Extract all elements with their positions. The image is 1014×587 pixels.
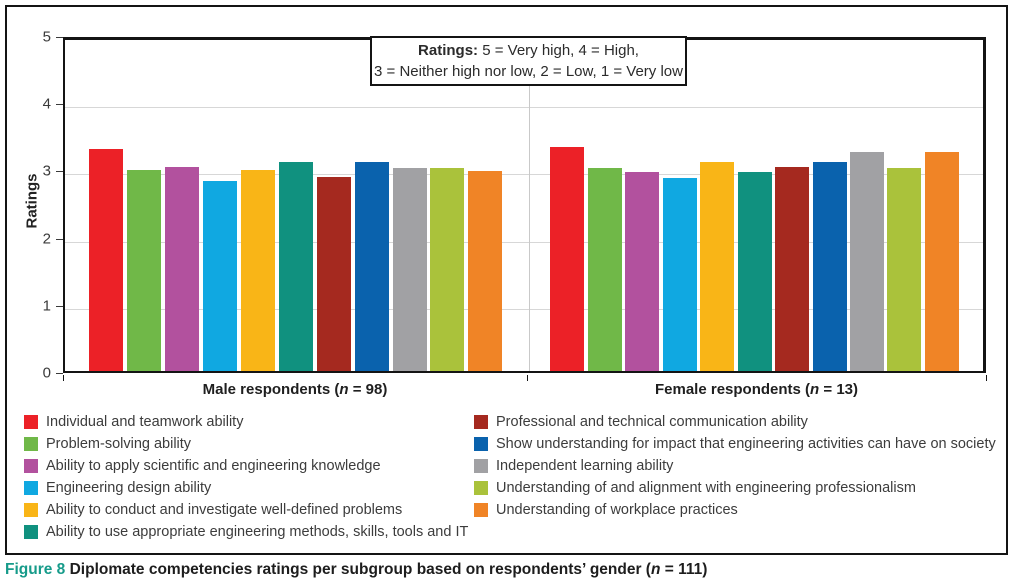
bar-group0-series5 [278,161,313,371]
legend-item: Independent learning ability [474,455,996,477]
bar-group0-series1 [126,170,161,371]
y-tick-mark-2 [56,238,63,240]
y-tick-label-2: 2 [42,230,51,248]
legend-swatch-icon [24,481,38,495]
y-tick-mark-1 [56,305,63,307]
legend-column-2: Professional and technical communication… [474,411,996,521]
bar-group0-series4 [240,170,275,371]
y-tick-mark-4 [56,104,63,106]
bar-group0-series8 [392,167,427,371]
gridline-3 [65,174,983,176]
plot-area [63,37,986,373]
bar-group0-series10 [468,171,503,371]
legend-item: Ability to conduct and investigate well-… [24,499,468,521]
legend-label: Professional and technical communication… [496,414,808,430]
bar-group0-series3 [202,181,237,371]
bar-groups [65,40,983,371]
bar-group1-series1 [587,167,622,371]
x-tick-mark-2 [986,375,987,381]
legend-label: Understanding of workplace practices [496,502,738,518]
y-tick-label-3: 3 [42,162,51,180]
figure-caption: Figure 8 Diplomate competencies ratings … [5,561,707,579]
legend-swatch-icon [474,437,488,451]
gridline-1 [65,308,983,310]
legend-label: Independent learning ability [496,458,674,474]
y-tick-label-0: 0 [42,364,51,382]
legend-label: Understanding of and alignment with engi… [496,480,916,496]
legend-swatch-icon [24,437,38,451]
legend-label: Ability to use appropriate engineering m… [46,524,469,540]
gridline-4 [65,107,983,109]
bar-group1-series9 [887,167,922,371]
legend-label: Individual and teamwork ability [46,414,244,430]
y-tick-label-4: 4 [42,95,51,113]
legend-swatch-icon [24,503,38,517]
legend-item: Professional and technical communication… [474,411,996,433]
bar-group1-series10 [924,151,959,371]
bar-group1-series0 [550,147,585,371]
y-tick-mark-0 [56,373,63,374]
legend-item: Problem-solving ability [24,433,468,455]
x-tick-mark-0 [63,375,64,381]
x-category-label-female: Female respondents (n = 13) [655,381,858,398]
legend-item: Ability to apply scientific and engineer… [24,455,468,477]
x-tick-mark-1 [527,375,528,381]
bar-group1-series6 [775,167,810,371]
legend-label: Ability to apply scientific and engineer… [46,458,381,474]
bar-group0-series7 [354,162,389,371]
bar-group0-series2 [164,167,199,371]
legend-item: Ability to use appropriate engineering m… [24,521,468,543]
gridline-2 [65,241,983,243]
legend-item: Understanding of and alignment with engi… [474,477,996,499]
bar-group1-series4 [700,161,735,371]
y-axis-title: Ratings [23,173,41,229]
bar-group-female [526,40,983,371]
legend-label: Show understanding for impact that engin… [496,436,996,452]
y-tick-label-5: 5 [42,28,51,46]
bar-group-male [65,40,526,371]
legend-label: Ability to conduct and investigate well-… [46,502,403,518]
legend-swatch-icon [474,459,488,473]
legend-swatch-icon [474,481,488,495]
legend-item: Show understanding for impact that engin… [474,433,996,455]
legend-swatch-icon [24,525,38,539]
legend-item: Individual and teamwork ability [24,411,468,433]
y-tick-mark-3 [56,171,63,173]
ratings-note-line2: 3 = Neither high nor low, 2 = Low, 1 = V… [374,63,683,80]
legend-item: Understanding of workplace practices [474,499,996,521]
legend-label: Problem-solving ability [46,436,192,452]
ratings-note-line1: Ratings: 5 = Very high, 4 = High, [418,42,639,59]
figure-caption-text: Diplomate competencies ratings per subgr… [65,561,708,578]
bar-group1-series5 [737,172,772,371]
bar-group0-series0 [89,149,123,371]
x-category-label-male: Male respondents (n = 98) [202,381,388,398]
bar-group0-series9 [430,167,465,371]
legend-swatch-icon [474,415,488,429]
bar-group0-series6 [316,177,351,371]
legend-label: Engineering design ability [46,480,212,496]
bar-group1-series2 [625,172,660,371]
bar-group1-series8 [849,151,884,371]
y-tick-label-1: 1 [42,297,51,315]
group-divider-line [529,40,530,371]
legend-item: Engineering design ability [24,477,468,499]
figure-caption-number: Figure 8 [5,561,66,578]
legend-swatch-icon [24,415,38,429]
legend-column-1: Individual and teamwork ability Problem-s… [24,411,468,543]
chart-frame: Ratings 0 1 2 3 4 5 Ratings: 5 = Very high, 4… [5,5,1008,555]
ratings-legend-note: Ratings: 5 = Very high, 4 = High, 3 = Ne… [370,36,687,86]
legend-swatch-icon [24,459,38,473]
y-tick-mark-5 [56,37,63,38]
legend-swatch-icon [474,503,488,517]
bar-group1-series7 [812,161,847,371]
bar-group1-series3 [662,177,697,371]
x-axis-category-labels: Male respondents (n = 98) Female responde… [63,379,986,401]
